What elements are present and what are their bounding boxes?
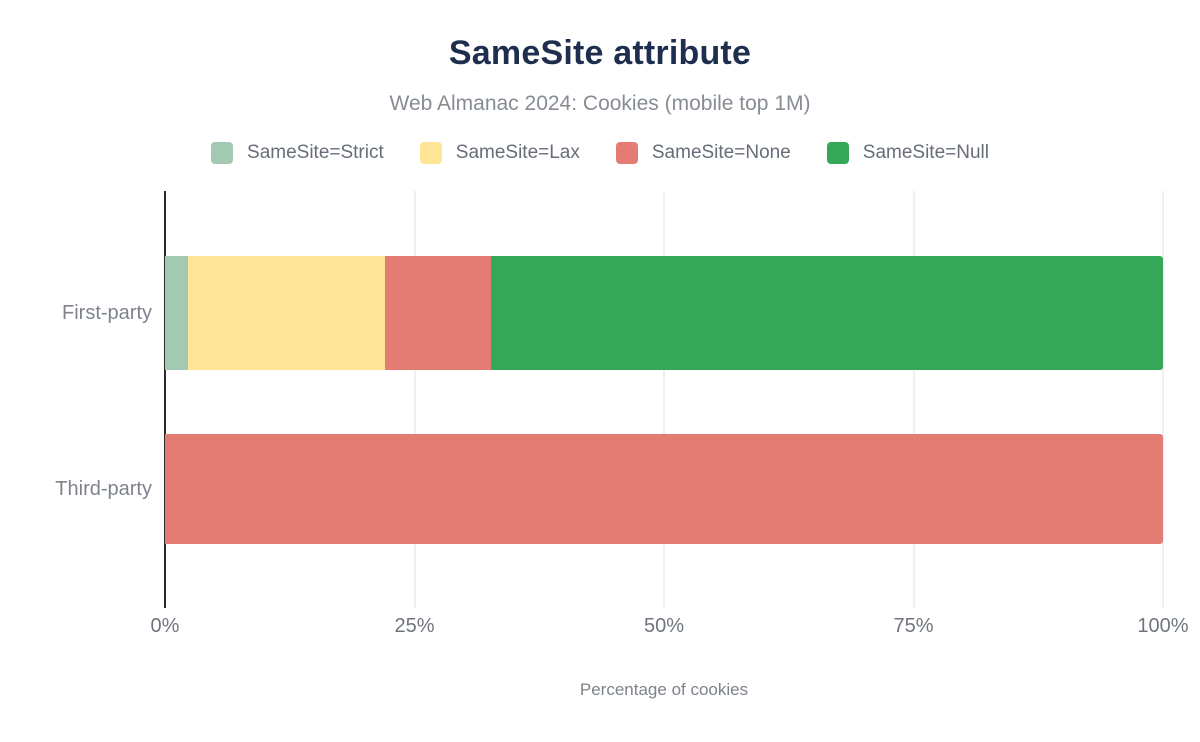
legend-swatch-null-icon xyxy=(826,142,849,164)
legend: SameSite=Strict SameSite=Lax SameSite=No… xyxy=(0,142,1200,164)
legend-swatch-strict-icon xyxy=(211,142,234,164)
x-tick-label: 0% xyxy=(150,615,180,637)
x-axis-title: Percentage of cookies xyxy=(579,680,749,699)
legend-item-samesite-none[interactable]: SameSite=None xyxy=(615,142,791,164)
legend-label: SameSite=None xyxy=(651,142,791,163)
bar-segment-samesite-none[interactable] xyxy=(384,256,492,370)
bar-row-first-party xyxy=(165,256,1163,370)
chart-title: SameSite attribute xyxy=(448,34,752,72)
legend-label: SameSite=Null xyxy=(862,142,989,163)
gridline xyxy=(663,191,665,608)
x-tick-label: 50% xyxy=(643,615,685,637)
chart-subtitle: Web Almanac 2024: Cookies (mobile top 1M… xyxy=(389,92,811,115)
legend-item-samesite-null[interactable]: SameSite=Null xyxy=(826,142,989,164)
legend-item-samesite-lax[interactable]: SameSite=Lax xyxy=(419,142,580,164)
legend-label: SameSite=Lax xyxy=(455,142,580,163)
bar-row-third-party xyxy=(165,434,1163,544)
bar-segment-samesite-none[interactable] xyxy=(165,434,1163,544)
gridline xyxy=(413,191,416,608)
x-tick-label: 75% xyxy=(893,615,934,637)
gridline xyxy=(912,191,915,608)
bar-segment-samesite-lax[interactable] xyxy=(187,256,385,370)
x-tick-label: 25% xyxy=(394,615,435,637)
y-axis-label: Third-party xyxy=(55,478,152,500)
x-tick-label: 100% xyxy=(1137,615,1189,637)
y-axis-line xyxy=(164,191,166,608)
bar-segment-samesite-null[interactable] xyxy=(491,256,1163,370)
bar-segment-samesite-strict[interactable] xyxy=(165,256,188,370)
legend-item-samesite-strict[interactable]: SameSite=Strict xyxy=(211,142,384,164)
y-axis-label: First-party xyxy=(62,302,152,324)
plot-area: Percentage of cookies 0% 25% 50% 75% 100% Fir… xyxy=(55,191,1189,699)
legend-swatch-none-icon xyxy=(615,142,638,164)
gridline xyxy=(1162,191,1164,608)
legend-swatch-lax-icon xyxy=(419,142,442,164)
legend-label: SameSite=Strict xyxy=(247,142,384,163)
